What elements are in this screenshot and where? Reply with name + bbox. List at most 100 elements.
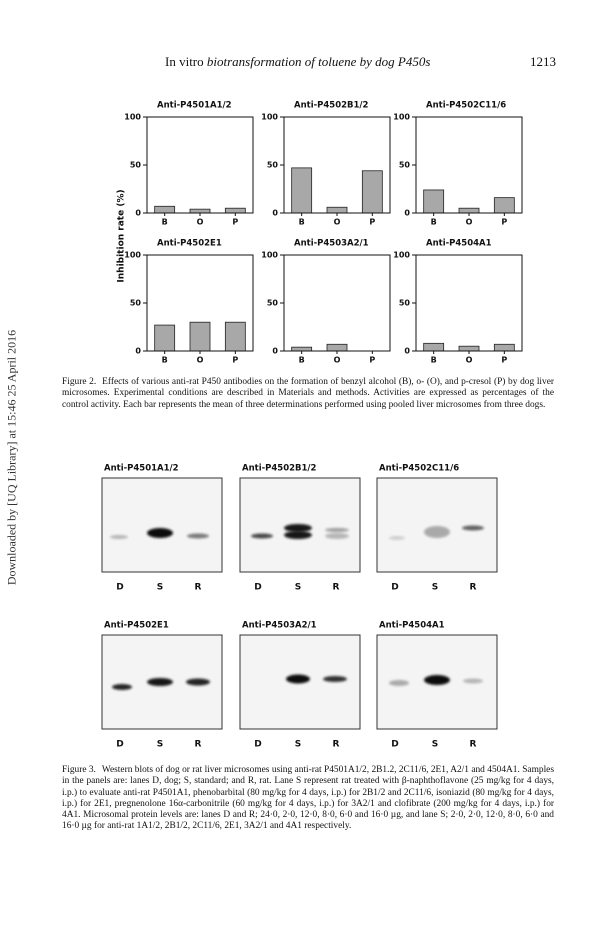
bar — [493, 197, 515, 214]
header-roman: In vitro — [165, 54, 204, 69]
y-axis-label: Inhibition rate (%) — [117, 189, 127, 282]
blot-title: Anti-P4501A1/2 — [104, 464, 179, 474]
caption-label: Figure 2. — [62, 377, 97, 387]
chart-title: Anti-P4502E1 — [157, 239, 222, 249]
figure2-caption: Figure 2. Effects of various anti-rat P45… — [62, 377, 554, 411]
chart-title: Anti-P4503A2/1 — [294, 239, 369, 249]
bar — [291, 167, 313, 214]
x-tick-label: B — [431, 356, 437, 365]
y-tick-label: 100 — [393, 251, 410, 260]
lane-label: D — [391, 583, 398, 593]
lane-label: D — [254, 583, 261, 593]
y-tick-label: 100 — [124, 251, 141, 260]
chart-title: Anti-P4502B1/2 — [294, 101, 369, 111]
lane-label: D — [116, 583, 123, 593]
lane-label: S — [157, 583, 163, 593]
y-tick-label: 50 — [399, 299, 411, 308]
lane-label: D — [254, 740, 261, 750]
blot-band — [424, 675, 450, 685]
blot-band — [463, 678, 483, 684]
x-tick-label: O — [197, 356, 204, 365]
y-tick-label: 100 — [393, 113, 410, 122]
blot-band — [323, 676, 347, 682]
blot-band — [284, 524, 312, 532]
lane-label: D — [391, 740, 398, 750]
header-italic: biotransformation of toluene by dog P450… — [206, 54, 431, 69]
lane-label: S — [157, 740, 163, 750]
blot-band — [110, 535, 128, 539]
bar — [493, 343, 515, 352]
blot-band — [325, 528, 349, 532]
y-tick-label: 50 — [267, 161, 279, 170]
y-tick-label: 50 — [267, 299, 279, 308]
plot-frame — [283, 116, 391, 214]
lane-label: R — [195, 583, 202, 593]
bar — [458, 207, 480, 214]
plot-frame — [415, 254, 523, 352]
x-tick-label: P — [232, 218, 238, 227]
blot-panel — [376, 477, 498, 573]
x-tick-label: P — [232, 356, 238, 365]
running-header: In vitro biotransformation of toluene by… — [165, 54, 430, 70]
bar — [224, 321, 246, 352]
bar — [423, 189, 445, 214]
lane-label: R — [470, 583, 477, 593]
lane-label: S — [432, 583, 438, 593]
page-number: 1213 — [530, 54, 556, 69]
x-tick-label: O — [466, 356, 473, 365]
bar — [458, 345, 480, 352]
y-tick-label: 100 — [124, 113, 141, 122]
plot-frame — [146, 254, 254, 352]
blot-title: Anti-P4502B1/2 — [242, 464, 317, 474]
blot-band — [462, 525, 484, 531]
y-tick-label: 0 — [135, 209, 141, 218]
x-tick-label: O — [197, 218, 204, 227]
bar — [291, 346, 313, 352]
x-tick-label: O — [334, 356, 341, 365]
blot-band — [389, 536, 405, 540]
y-tick-label: 100 — [261, 113, 278, 122]
caption-label: Figure 3. — [62, 765, 96, 775]
lane-label: R — [333, 740, 340, 750]
x-tick-label: B — [299, 218, 305, 227]
y-tick-label: 0 — [272, 209, 278, 218]
y-tick-label: 0 — [272, 347, 278, 356]
x-tick-label: O — [466, 218, 473, 227]
blot-band — [286, 674, 310, 684]
x-tick-label: O — [334, 218, 341, 227]
y-tick-label: 0 — [404, 209, 410, 218]
blot-band — [186, 678, 210, 686]
blot-band — [424, 526, 450, 538]
blot-band — [147, 528, 173, 538]
bar — [154, 205, 176, 214]
plot-frame — [146, 116, 254, 214]
blot-title: Anti-P4503A2/1 — [242, 621, 317, 631]
lane-label: S — [432, 740, 438, 750]
bar — [189, 321, 211, 352]
caption-text: Western blots of dog or rat liver micros… — [62, 765, 554, 832]
lane-label: S — [295, 740, 301, 750]
blot-band — [389, 680, 409, 686]
blot-band — [325, 533, 349, 539]
lane-label: R — [333, 583, 340, 593]
blot-panel — [101, 477, 223, 573]
x-tick-label: B — [162, 218, 168, 227]
bar — [423, 342, 445, 352]
bar — [326, 206, 348, 214]
bar — [361, 170, 383, 214]
caption-text: Effects of various anti-rat P450 antibod… — [62, 377, 554, 410]
chart-title: Anti-P4501A1/2 — [157, 101, 232, 111]
plot-frame — [283, 254, 391, 352]
bar — [189, 208, 211, 214]
chart-title: Anti-P4502C11/6 — [426, 101, 506, 111]
lane-label: R — [195, 740, 202, 750]
x-tick-label: B — [162, 356, 168, 365]
blot-band — [147, 678, 173, 686]
blot-band — [112, 684, 132, 690]
bar — [224, 207, 246, 214]
y-tick-label: 0 — [404, 347, 410, 356]
lane-label: R — [470, 740, 477, 750]
blot-band — [187, 533, 209, 539]
plot-frame — [415, 116, 523, 214]
